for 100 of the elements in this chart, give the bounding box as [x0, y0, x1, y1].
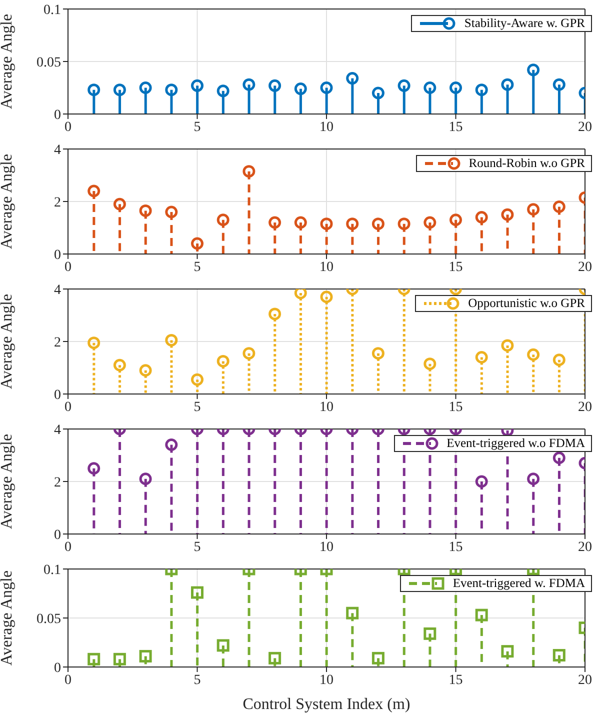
point: [501, 78, 514, 91]
x-tick-label: 5: [194, 672, 201, 688]
x-tick-label: 20: [578, 400, 592, 415]
point: [139, 82, 152, 94]
point: [88, 336, 100, 350]
x-tick-label: 20: [578, 540, 592, 555]
point: [294, 82, 307, 96]
y-axis-title: Average Angle: [0, 294, 16, 390]
y-tick-label: 0: [54, 108, 61, 123]
y-tick-label: 0.05: [36, 612, 61, 627]
point: [191, 237, 204, 250]
point: [372, 652, 384, 664]
legend-label: Event-triggered w. FDMA: [452, 576, 585, 591]
point: [501, 339, 514, 352]
point: [398, 79, 410, 92]
point: [424, 627, 436, 640]
point: [113, 84, 126, 96]
y-tick-label: 0.1: [44, 562, 61, 578]
point: [294, 216, 307, 229]
x-tick-label: 15: [448, 672, 463, 688]
point: [450, 82, 462, 94]
legend-label: Event-triggered w.o FDMA: [446, 436, 585, 451]
point: [88, 84, 100, 96]
point: [552, 648, 566, 662]
point: [165, 206, 178, 218]
point: [475, 351, 488, 364]
x-tick-label: 5: [194, 260, 201, 275]
y-tick-label: 4: [54, 282, 61, 298]
y-axis-title: Average Angle: [0, 154, 16, 250]
point: [475, 84, 488, 96]
legend-label: Round-Robin w.o GPR: [468, 156, 585, 171]
point: [527, 203, 540, 216]
point: [552, 200, 566, 213]
y-tick-label: 4: [54, 422, 61, 438]
y-tick-label: 0: [54, 248, 61, 263]
x-tick-label: 5: [194, 120, 201, 135]
x-tick-label: 5: [194, 540, 201, 555]
x-tick-label: 15: [448, 120, 463, 135]
point: [346, 218, 359, 230]
point: [527, 348, 540, 361]
point: [398, 218, 410, 230]
point: [242, 165, 256, 178]
point: [424, 216, 436, 229]
x-tick-label: 10: [320, 120, 334, 135]
point: [216, 84, 230, 98]
point: [268, 79, 282, 92]
point: [475, 211, 488, 224]
point: [216, 354, 230, 368]
y-axis-title: Average Angle: [0, 434, 16, 530]
point: [346, 72, 359, 85]
point: [88, 184, 100, 198]
point: [191, 373, 204, 386]
point: [424, 82, 436, 94]
point: [191, 79, 204, 92]
point: [320, 218, 333, 230]
point: [242, 347, 256, 360]
point: [165, 334, 178, 346]
y-tick-label: 0.1: [44, 2, 61, 18]
x-axis-title: Control System Index (m): [242, 696, 410, 713]
point: [320, 82, 333, 94]
point: [501, 208, 514, 221]
y-axis-title: Average Angle: [0, 570, 16, 666]
point: [113, 652, 126, 666]
x-tick-label: 20: [578, 120, 592, 135]
point: [552, 354, 566, 366]
y-tick-label: 0.05: [36, 55, 61, 70]
point: [268, 216, 282, 229]
x-tick-label: 10: [320, 260, 334, 275]
point: [450, 214, 462, 226]
x-tick-label: 0: [64, 672, 72, 688]
y-tick-label: 0: [54, 528, 61, 543]
legend-label: Opportunistic w.o GPR: [468, 296, 585, 311]
x-tick-label: 15: [448, 260, 463, 275]
x-tick-label: 0: [64, 120, 72, 135]
x-tick-label: 5: [194, 400, 201, 415]
x-tick-label: 10: [320, 540, 334, 555]
x-tick-label: 10: [320, 400, 334, 415]
x-tick-label: 10: [320, 672, 334, 688]
x-tick-label: 15: [448, 540, 463, 555]
point: [216, 639, 230, 652]
point: [242, 78, 256, 91]
point: [372, 218, 384, 230]
point: [139, 204, 152, 217]
point: [216, 214, 230, 226]
y-tick-label: 2: [54, 195, 61, 210]
x-tick-label: 0: [64, 540, 72, 555]
point: [475, 608, 488, 622]
y-tick-label: 2: [54, 335, 61, 350]
point: [501, 645, 514, 658]
x-tick-label: 15: [448, 400, 463, 415]
point: [139, 364, 152, 377]
point: [527, 64, 540, 76]
y-axis-title: Average Angle: [0, 14, 16, 110]
x-tick-label: 0: [64, 400, 72, 415]
point: [552, 78, 566, 91]
point: [372, 347, 384, 360]
y-tick-label: 2: [54, 475, 61, 490]
x-tick-label: 20: [578, 260, 592, 275]
y-tick-label: 4: [54, 142, 61, 158]
point: [294, 289, 307, 300]
